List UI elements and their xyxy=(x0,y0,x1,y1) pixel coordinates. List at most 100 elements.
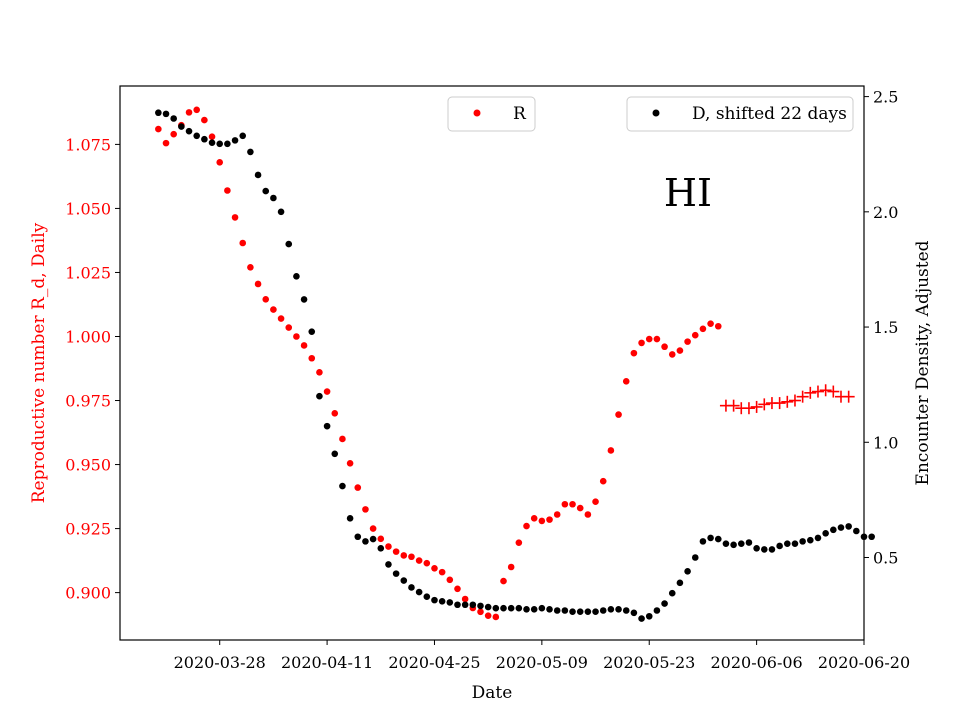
left-y-axis-ticks: 0.900 0.925 0.950 0.975 1.000 1.025 1.050 1.075 xyxy=(65,135,120,603)
data-point-forecast xyxy=(796,390,809,403)
data-point-d xyxy=(538,604,546,612)
data-point-r xyxy=(193,106,201,114)
data-point-forecast xyxy=(727,399,740,412)
data-point-r xyxy=(408,553,415,561)
data-point-d xyxy=(745,539,753,546)
data-point-d xyxy=(170,115,177,122)
data-point-d xyxy=(500,604,507,612)
data-point-r xyxy=(676,347,684,354)
data-point-d xyxy=(684,568,691,575)
data-point-d xyxy=(346,515,354,522)
data-point-d xyxy=(247,148,254,156)
data-point-d xyxy=(239,132,247,140)
data-point-r xyxy=(369,525,377,532)
data-point-r xyxy=(339,435,346,443)
data-point-r xyxy=(607,447,615,454)
data-point-r xyxy=(515,539,523,546)
data-point-r xyxy=(484,612,492,619)
right-y-tick-label: 2.0 xyxy=(873,203,898,222)
right-y-tick-label: 1.0 xyxy=(873,433,898,452)
data-point-r xyxy=(208,133,216,141)
data-point-r xyxy=(707,320,714,327)
data-point-d xyxy=(285,240,293,248)
data-point-r xyxy=(661,343,668,351)
data-point-d xyxy=(178,123,185,130)
data-point-d xyxy=(377,544,385,552)
data-point-d xyxy=(323,422,331,430)
data-point-d xyxy=(814,534,822,542)
data-point-d xyxy=(653,607,661,614)
data-point-d xyxy=(768,546,776,553)
data-point-d xyxy=(791,540,799,547)
data-point-r xyxy=(385,543,392,550)
data-point-d xyxy=(622,607,630,614)
data-point-d xyxy=(423,593,431,600)
left-y-tick-label: 1.025 xyxy=(65,263,111,282)
data-point-r xyxy=(576,504,584,512)
left-y-tick-label: 1.050 xyxy=(65,199,111,218)
data-point-d xyxy=(431,596,438,604)
data-point-d xyxy=(316,392,323,400)
data-point-d xyxy=(860,533,868,541)
legend-r-marker xyxy=(473,109,481,117)
data-point-d xyxy=(339,482,346,490)
left-y-tick-label: 0.950 xyxy=(65,456,111,475)
data-point-d xyxy=(415,588,423,596)
data-point-forecast xyxy=(842,390,855,403)
data-point-r xyxy=(316,369,323,376)
data-point-d xyxy=(807,536,814,544)
data-point-d xyxy=(277,208,285,216)
right-y-tick-label: 1.5 xyxy=(873,318,898,337)
data-point-r xyxy=(354,484,362,491)
right-y-tick-label: 2.5 xyxy=(873,88,898,107)
data-point-r xyxy=(492,613,500,621)
data-point-d xyxy=(362,538,369,545)
data-point-d xyxy=(224,140,231,148)
data-point-r xyxy=(201,116,208,124)
right-y-tick-label: 0.5 xyxy=(873,548,898,567)
data-point-d xyxy=(216,140,224,148)
data-point-d xyxy=(638,615,645,622)
data-point-forecast xyxy=(750,400,763,413)
x-tick-label: 2020-06-06 xyxy=(710,653,802,672)
x-tick-label: 2020-04-25 xyxy=(388,653,480,672)
data-point-r xyxy=(699,325,707,333)
right-y-axis-label: Encounter Density, Adjusted xyxy=(913,240,933,485)
state-annotation: HI xyxy=(664,171,712,215)
data-point-d xyxy=(185,127,193,135)
data-point-r xyxy=(331,410,339,417)
data-point-d xyxy=(461,601,469,609)
legend-d-label: D, shifted 22 days xyxy=(692,104,847,124)
data-point-r xyxy=(553,511,561,518)
data-point-r xyxy=(500,577,507,585)
x-axis-ticks: 2020-03-28 2020-04-11 2020-04-25 2020-05-09… xyxy=(174,640,910,672)
data-point-d xyxy=(492,604,500,612)
data-point-d xyxy=(446,599,454,606)
data-point-d xyxy=(799,538,806,545)
legend-d-marker xyxy=(652,109,660,117)
data-point-d xyxy=(853,527,860,535)
data-point-r xyxy=(293,333,300,340)
data-point-d xyxy=(546,606,553,613)
data-point-d xyxy=(599,607,607,614)
data-point-r xyxy=(561,500,569,508)
data-point-r xyxy=(530,515,538,522)
data-point-d xyxy=(699,538,707,545)
data-point-d xyxy=(385,561,392,568)
data-point-r xyxy=(630,349,638,357)
left-y-tick-label: 0.975 xyxy=(65,392,111,411)
data-point-forecast xyxy=(788,394,801,407)
data-point-r xyxy=(615,411,622,418)
data-marks xyxy=(155,106,875,622)
x-tick-label: 2020-03-28 xyxy=(174,653,266,672)
data-point-d xyxy=(270,194,277,202)
legend-r-label: R xyxy=(513,104,527,124)
data-point-d xyxy=(454,601,461,609)
data-point-d xyxy=(308,328,316,335)
data-point-d xyxy=(707,534,714,542)
data-point-d xyxy=(592,608,599,615)
data-point-d xyxy=(760,546,768,553)
data-point-d xyxy=(630,609,638,617)
data-point-d xyxy=(392,570,400,577)
